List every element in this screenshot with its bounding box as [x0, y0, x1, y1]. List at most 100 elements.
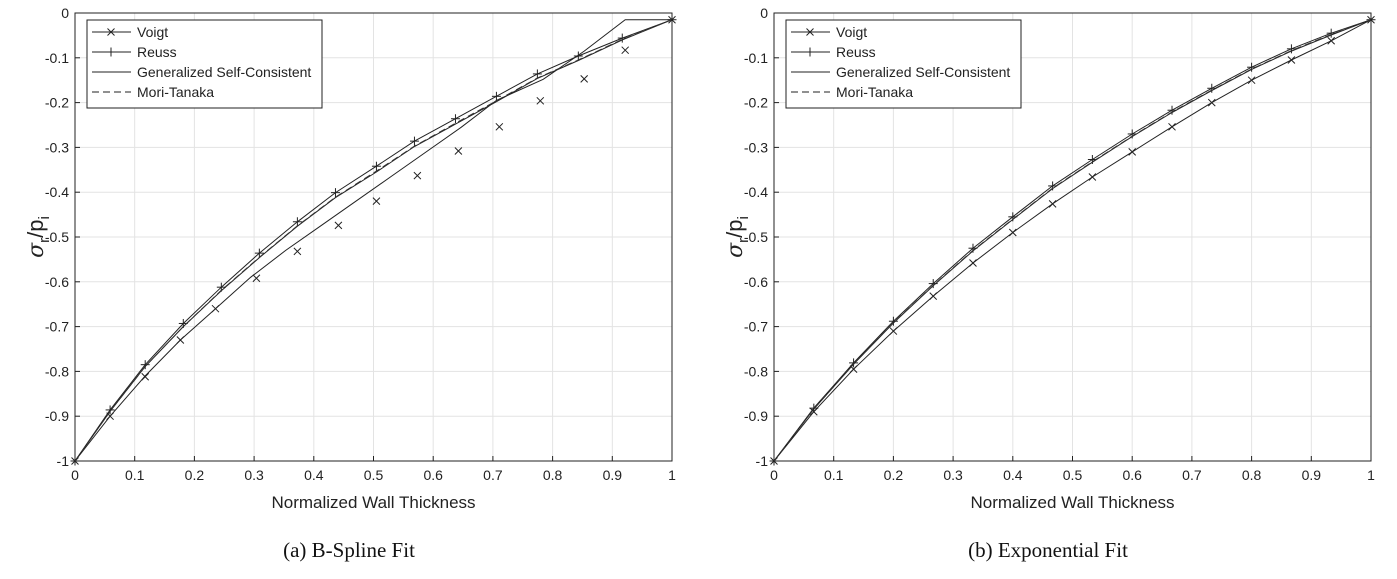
series-line-voigt [773, 19, 1372, 462]
chart-exponential-svg: 0 0.1 0.2 0.3 0.4 0.5 0.6 0.7 0.8 0.9 1 0 -0.1 -0.2 -0… [722, 5, 1376, 512]
data-point-reuss [849, 358, 859, 368]
data-point-voigt [454, 147, 463, 155]
y-tick-label: -0.4 [744, 184, 768, 200]
y-tick-label: -0.9 [45, 408, 69, 424]
data-point-reuss [409, 136, 419, 146]
data-point-voigt [252, 274, 261, 283]
x-tick-label: 0.5 [364, 467, 384, 483]
legend-entry: Generalized Self-Consistent [836, 64, 1010, 80]
x-tick-label: 0 [770, 467, 778, 483]
data-point-reuss [1286, 44, 1296, 54]
y-tick-label: -1 [57, 453, 70, 469]
data-point-voigt [141, 372, 150, 381]
y-label-sigma: σ [723, 242, 748, 258]
axes-frame [74, 12, 673, 462]
data-point-reuss [888, 316, 898, 326]
data-point-voigt [621, 46, 630, 55]
legend-entry: Voigt [137, 24, 168, 40]
chart-caption: (b) Exponential Fit [968, 538, 1128, 562]
y-axis-label: σr/pi [23, 216, 53, 258]
data-point-reuss [491, 91, 501, 101]
y-tick-label: -0.1 [45, 50, 69, 66]
data-point-reuss [1167, 105, 1177, 115]
x-tick-label: 0.7 [483, 467, 503, 483]
y-tick-label: 0 [61, 5, 69, 21]
y-label-slash-p: /p [722, 219, 747, 237]
data-point-voigt [1008, 228, 1017, 237]
data-point-voigt [372, 197, 381, 206]
data-point-reuss [450, 114, 460, 124]
x-tick-label: 0.3 [943, 467, 963, 483]
data-point-voigt [1088, 173, 1097, 181]
x-axis-label: Normalized Wall Thickness [970, 493, 1174, 512]
data-point-reuss [1326, 28, 1336, 38]
y-tick-label: -0.6 [744, 274, 768, 290]
legend-entry: Voigt [836, 24, 867, 40]
data-point-reuss [573, 51, 583, 61]
data-point-reuss [140, 360, 150, 370]
x-tick-label: 0.1 [824, 467, 844, 483]
x-tick-label: 1 [1367, 467, 1375, 483]
y-tick-label: -0.8 [45, 363, 69, 379]
legend-entry: Reuss [836, 44, 876, 60]
y-tick-label: -0.7 [45, 319, 69, 335]
x-tick-label: 0.9 [1302, 467, 1322, 483]
data-point-voigt [889, 327, 898, 335]
y-label-slash-p: /p [23, 219, 48, 237]
data-point-voigt [1287, 56, 1296, 64]
legend-marker [107, 28, 115, 36]
data-point-voigt [293, 247, 302, 256]
legend-box [86, 19, 323, 109]
x-tick-label: 0.4 [1003, 467, 1023, 483]
x-tick-label: 0.5 [1063, 467, 1083, 483]
x-tick-label: 0.1 [125, 467, 145, 483]
series-line-reuss [74, 19, 673, 462]
data-point-reuss [617, 33, 627, 43]
x-tick-label: 0.2 [185, 467, 205, 483]
data-point-voigt [1247, 76, 1256, 85]
y-tick-label: -0.9 [744, 408, 768, 424]
legend-entry: Generalized Self-Consistent [137, 64, 311, 80]
y-label-sub-i: i [735, 216, 752, 219]
y-tick-label: -0.1 [744, 50, 768, 66]
x-tick-label: 0.3 [244, 467, 264, 483]
x-tick-label: 0.6 [423, 467, 443, 483]
x-tick-label: 1 [668, 467, 676, 483]
chart-panel-bspline: 0 0.1 0.2 0.3 0.4 0.5 0.6 0.7 0.8 0.9 1 0 -0.1 -0.2 -0… [0, 0, 698, 574]
legend-entry: Reuss [137, 44, 177, 60]
series-line-mori-tanaka [74, 19, 673, 462]
legend-box [785, 19, 1022, 109]
data-point-voigt [1207, 98, 1216, 107]
x-tick-label: 0.2 [884, 467, 904, 483]
y-label-sub-r: r [36, 238, 53, 243]
data-point-reuss [292, 217, 302, 227]
y-axis-label: σr/pi [722, 216, 752, 258]
y-label-sub-i: i [36, 216, 53, 219]
y-tick-label: -0.7 [744, 319, 768, 335]
data-point-voigt [413, 171, 422, 180]
x-tick-label: 0.9 [603, 467, 623, 483]
data-point-reuss [254, 248, 264, 258]
data-point-voigt [1048, 199, 1057, 208]
y-tick-label: -0.3 [744, 139, 768, 155]
data-point-reuss [1207, 83, 1217, 93]
x-tick-label: 0.8 [543, 467, 563, 483]
chart-bspline-svg: 0 0.1 0.2 0.3 0.4 0.5 0.6 0.7 0.8 0.9 1 0 -0.1 -0.2 -0… [23, 5, 677, 512]
data-point-reuss [371, 161, 381, 171]
chart-caption: (a) B-Spline Fit [283, 538, 415, 562]
x-tick-label: 0.4 [304, 467, 324, 483]
data-point-reuss [330, 188, 340, 198]
data-point-reuss [105, 405, 115, 415]
series-line-mori-tanaka [773, 19, 1372, 462]
x-tick-label: 0.7 [1182, 467, 1202, 483]
data-point-voigt [1327, 36, 1336, 45]
y-label-sub-r: r [735, 238, 752, 243]
data-point-voigt [176, 336, 185, 344]
legend-entry: Mori-Tanaka [137, 84, 214, 100]
data-point-voigt [536, 96, 545, 105]
y-tick-label: -0.3 [45, 139, 69, 155]
data-point-voigt [495, 122, 504, 131]
data-point-voigt [969, 259, 977, 267]
x-axis-label: Normalized Wall Thickness [271, 493, 475, 512]
y-tick-label: -0.4 [45, 184, 69, 200]
